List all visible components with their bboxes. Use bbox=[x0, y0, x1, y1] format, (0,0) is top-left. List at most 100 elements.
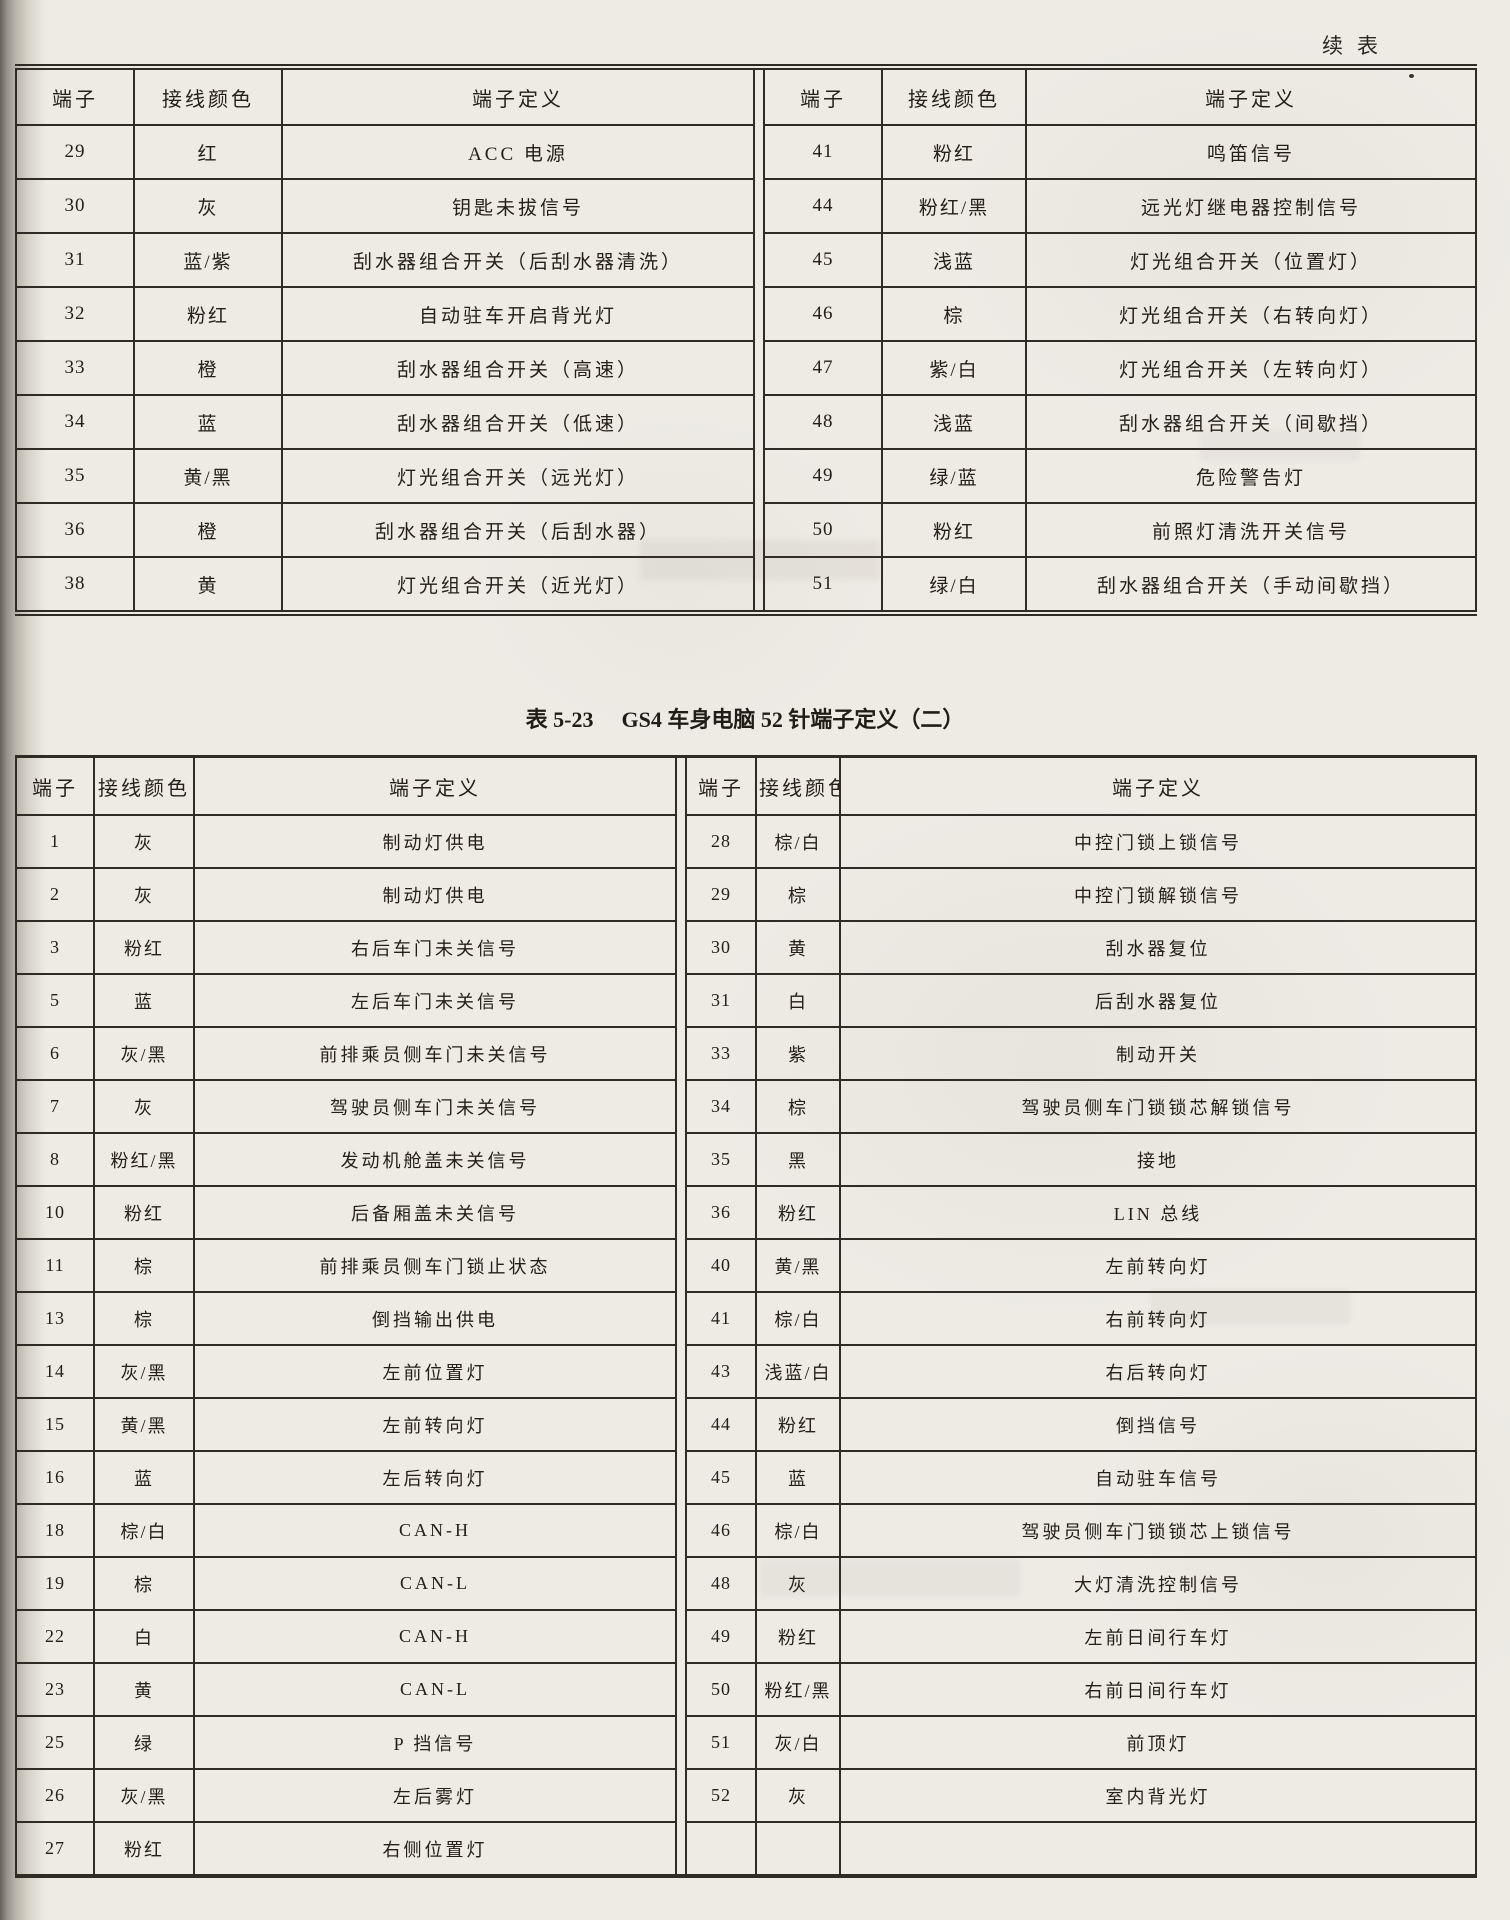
definition-cell: 前顶灯 bbox=[839, 1715, 1477, 1770]
half-divider bbox=[675, 1716, 687, 1769]
header-row: 端子 接线颜色 端子定义 端子 接线颜色 端子定义 bbox=[15, 66, 1477, 126]
half-divider bbox=[753, 449, 765, 503]
color-cell: 棕 bbox=[755, 867, 841, 922]
table-row: 30 灰钥匙未拔信号 44 粉红/黑 远光灯继电器控制信号 bbox=[15, 178, 1477, 234]
color-cell: 灰 bbox=[93, 1079, 195, 1134]
terminal-cell: 48 bbox=[685, 1556, 757, 1611]
definition-cell bbox=[839, 1821, 1477, 1877]
color-cell: 橙 bbox=[133, 502, 283, 558]
definition-cell: 右前日间行车灯 bbox=[839, 1662, 1477, 1717]
definition-cell: 大灯清洗控制信号 bbox=[839, 1556, 1477, 1611]
color-cell: 粉红 bbox=[755, 1609, 841, 1664]
color-cell: 棕/白 bbox=[93, 1503, 195, 1558]
terminal-cell: 35 bbox=[685, 1132, 757, 1187]
definition-cell: ACC 电源 bbox=[281, 124, 755, 180]
definition-cell: 后刮水器复位 bbox=[839, 973, 1477, 1028]
table-row: 38 黄灯光组合开关（近光灯） 51 绿/白 刮水器组合开关（手动间歇挡） bbox=[15, 556, 1477, 614]
definition-cell: 驾驶员侧车门锁锁芯解锁信号 bbox=[839, 1079, 1477, 1134]
terminal-cell: 30 bbox=[15, 178, 135, 234]
terminal-cell: 52 bbox=[685, 1768, 757, 1823]
color-cell: 灰 bbox=[93, 814, 195, 869]
color-cell: 绿 bbox=[93, 1715, 195, 1770]
definition-cell: 左后车门未关信号 bbox=[193, 973, 677, 1028]
terminal-cell: 33 bbox=[685, 1026, 757, 1081]
half-divider bbox=[753, 341, 765, 395]
color-cell: 浅蓝 bbox=[881, 232, 1027, 288]
color-cell: 棕 bbox=[881, 286, 1027, 342]
terminal-cell: 45 bbox=[685, 1450, 757, 1505]
terminal-cell: 8 bbox=[15, 1132, 95, 1187]
definition-cell: 刮水器复位 bbox=[839, 920, 1477, 975]
half-divider bbox=[675, 974, 687, 1027]
half-divider bbox=[675, 1080, 687, 1133]
definition-cell: 接地 bbox=[839, 1132, 1477, 1187]
col-header-color: 接线颜色 bbox=[93, 755, 195, 816]
color-cell: 黄/黑 bbox=[755, 1238, 841, 1293]
table-row: 8 粉红/黑 发动机舱盖未关信号 35 黑接地 bbox=[15, 1132, 1477, 1187]
table-title: 表 5-23 GS4 车身电脑 52 针端子定义（二） bbox=[15, 702, 1475, 734]
color-cell: 蓝 bbox=[93, 973, 195, 1028]
color-cell: 红 bbox=[133, 124, 283, 180]
definition-cell: 刮水器组合开关（后刮水器） bbox=[281, 502, 755, 558]
table-row: 33 橙刮水器组合开关（高速） 47 紫/白 灯光组合开关（左转向灯） bbox=[15, 340, 1477, 396]
table-row: 22 白 CAN-H 49 粉红 左前日间行车灯 bbox=[15, 1609, 1477, 1664]
terminal-cell: 18 bbox=[15, 1503, 95, 1558]
terminal-cell: 46 bbox=[685, 1503, 757, 1558]
terminal-cell: 22 bbox=[15, 1609, 95, 1664]
definition-cell: 制动开关 bbox=[839, 1026, 1477, 1081]
definition-cell: 前照灯清洗开关信号 bbox=[1025, 502, 1477, 558]
color-cell: 粉红 bbox=[133, 286, 283, 342]
terminal-cell: 46 bbox=[763, 286, 883, 342]
col-header-color: 接线颜色 bbox=[755, 755, 841, 816]
definition-cell: 灯光组合开关（远光灯） bbox=[281, 448, 755, 504]
definition-cell: 右后转向灯 bbox=[839, 1344, 1477, 1399]
table-row: 26 灰/黑 左后雾灯 52 灰室内背光灯 bbox=[15, 1768, 1477, 1823]
terminal-cell: 41 bbox=[763, 124, 883, 180]
color-cell: 棕/白 bbox=[755, 1503, 841, 1558]
table-row: 13 棕倒挡输出供电 41 棕/白 右前转向灯 bbox=[15, 1291, 1477, 1346]
terminal-cell: 11 bbox=[15, 1238, 95, 1293]
definition-cell: CAN-L bbox=[193, 1662, 677, 1717]
definition-cell: 制动灯供电 bbox=[193, 867, 677, 922]
terminal-cell: 30 bbox=[685, 920, 757, 975]
terminal-cell: 2 bbox=[15, 867, 95, 922]
half-divider bbox=[675, 1133, 687, 1186]
definition-cell: 灯光组合开关（近光灯） bbox=[281, 556, 755, 614]
header-row: 端子 接线颜色 端子定义 端子 接线颜色 端子定义 bbox=[15, 755, 1477, 816]
terminal-cell: 51 bbox=[685, 1715, 757, 1770]
table-title-text: GS4 车身电脑 52 针端子定义（二） bbox=[621, 707, 965, 732]
terminal-cell: 32 bbox=[15, 286, 135, 342]
definition-cell: 危险警告灯 bbox=[1025, 448, 1477, 504]
definition-cell: 刮水器组合开关（低速） bbox=[281, 394, 755, 450]
terminal-cell: 49 bbox=[685, 1609, 757, 1664]
color-cell: 灰/黑 bbox=[93, 1768, 195, 1823]
color-cell: 蓝 bbox=[93, 1450, 195, 1505]
terminal-cell: 10 bbox=[15, 1185, 95, 1240]
half-divider bbox=[675, 756, 687, 815]
definition-cell: 前排乘员侧车门未关信号 bbox=[193, 1026, 677, 1081]
definition-cell: 左前转向灯 bbox=[193, 1397, 677, 1452]
color-cell: 黄/黑 bbox=[93, 1397, 195, 1452]
color-cell: 黄 bbox=[93, 1662, 195, 1717]
terminal-cell: 31 bbox=[15, 232, 135, 288]
terminal-cell: 31 bbox=[685, 973, 757, 1028]
terminal-cell: 33 bbox=[15, 340, 135, 396]
terminal-cell: 40 bbox=[685, 1238, 757, 1293]
half-divider bbox=[675, 1557, 687, 1610]
table-row: 25 绿 P 挡信号 51 灰/白 前顶灯 bbox=[15, 1715, 1477, 1770]
col-header-terminal: 端子 bbox=[763, 66, 883, 126]
half-divider bbox=[675, 1398, 687, 1451]
terminal-cell: 34 bbox=[15, 394, 135, 450]
definition-cell: 前排乘员侧车门锁止状态 bbox=[193, 1238, 677, 1293]
terminal-cell: 5 bbox=[15, 973, 95, 1028]
col-header-terminal: 端子 bbox=[685, 755, 757, 816]
color-cell: 粉红 bbox=[93, 1185, 195, 1240]
terminal-cell: 44 bbox=[685, 1397, 757, 1452]
table-row: 11 棕前排乘员侧车门锁止状态 40 黄/黑 左前转向灯 bbox=[15, 1238, 1477, 1293]
definition-cell: 制动灯供电 bbox=[193, 814, 677, 869]
color-cell: 粉红 bbox=[881, 124, 1027, 180]
continuation-label: 续表 bbox=[1322, 34, 1392, 58]
table-row: 10 粉红 后备厢盖未关信号 36 粉红 LIN 总线 bbox=[15, 1185, 1477, 1240]
definition-cell: 左前位置灯 bbox=[193, 1344, 677, 1399]
